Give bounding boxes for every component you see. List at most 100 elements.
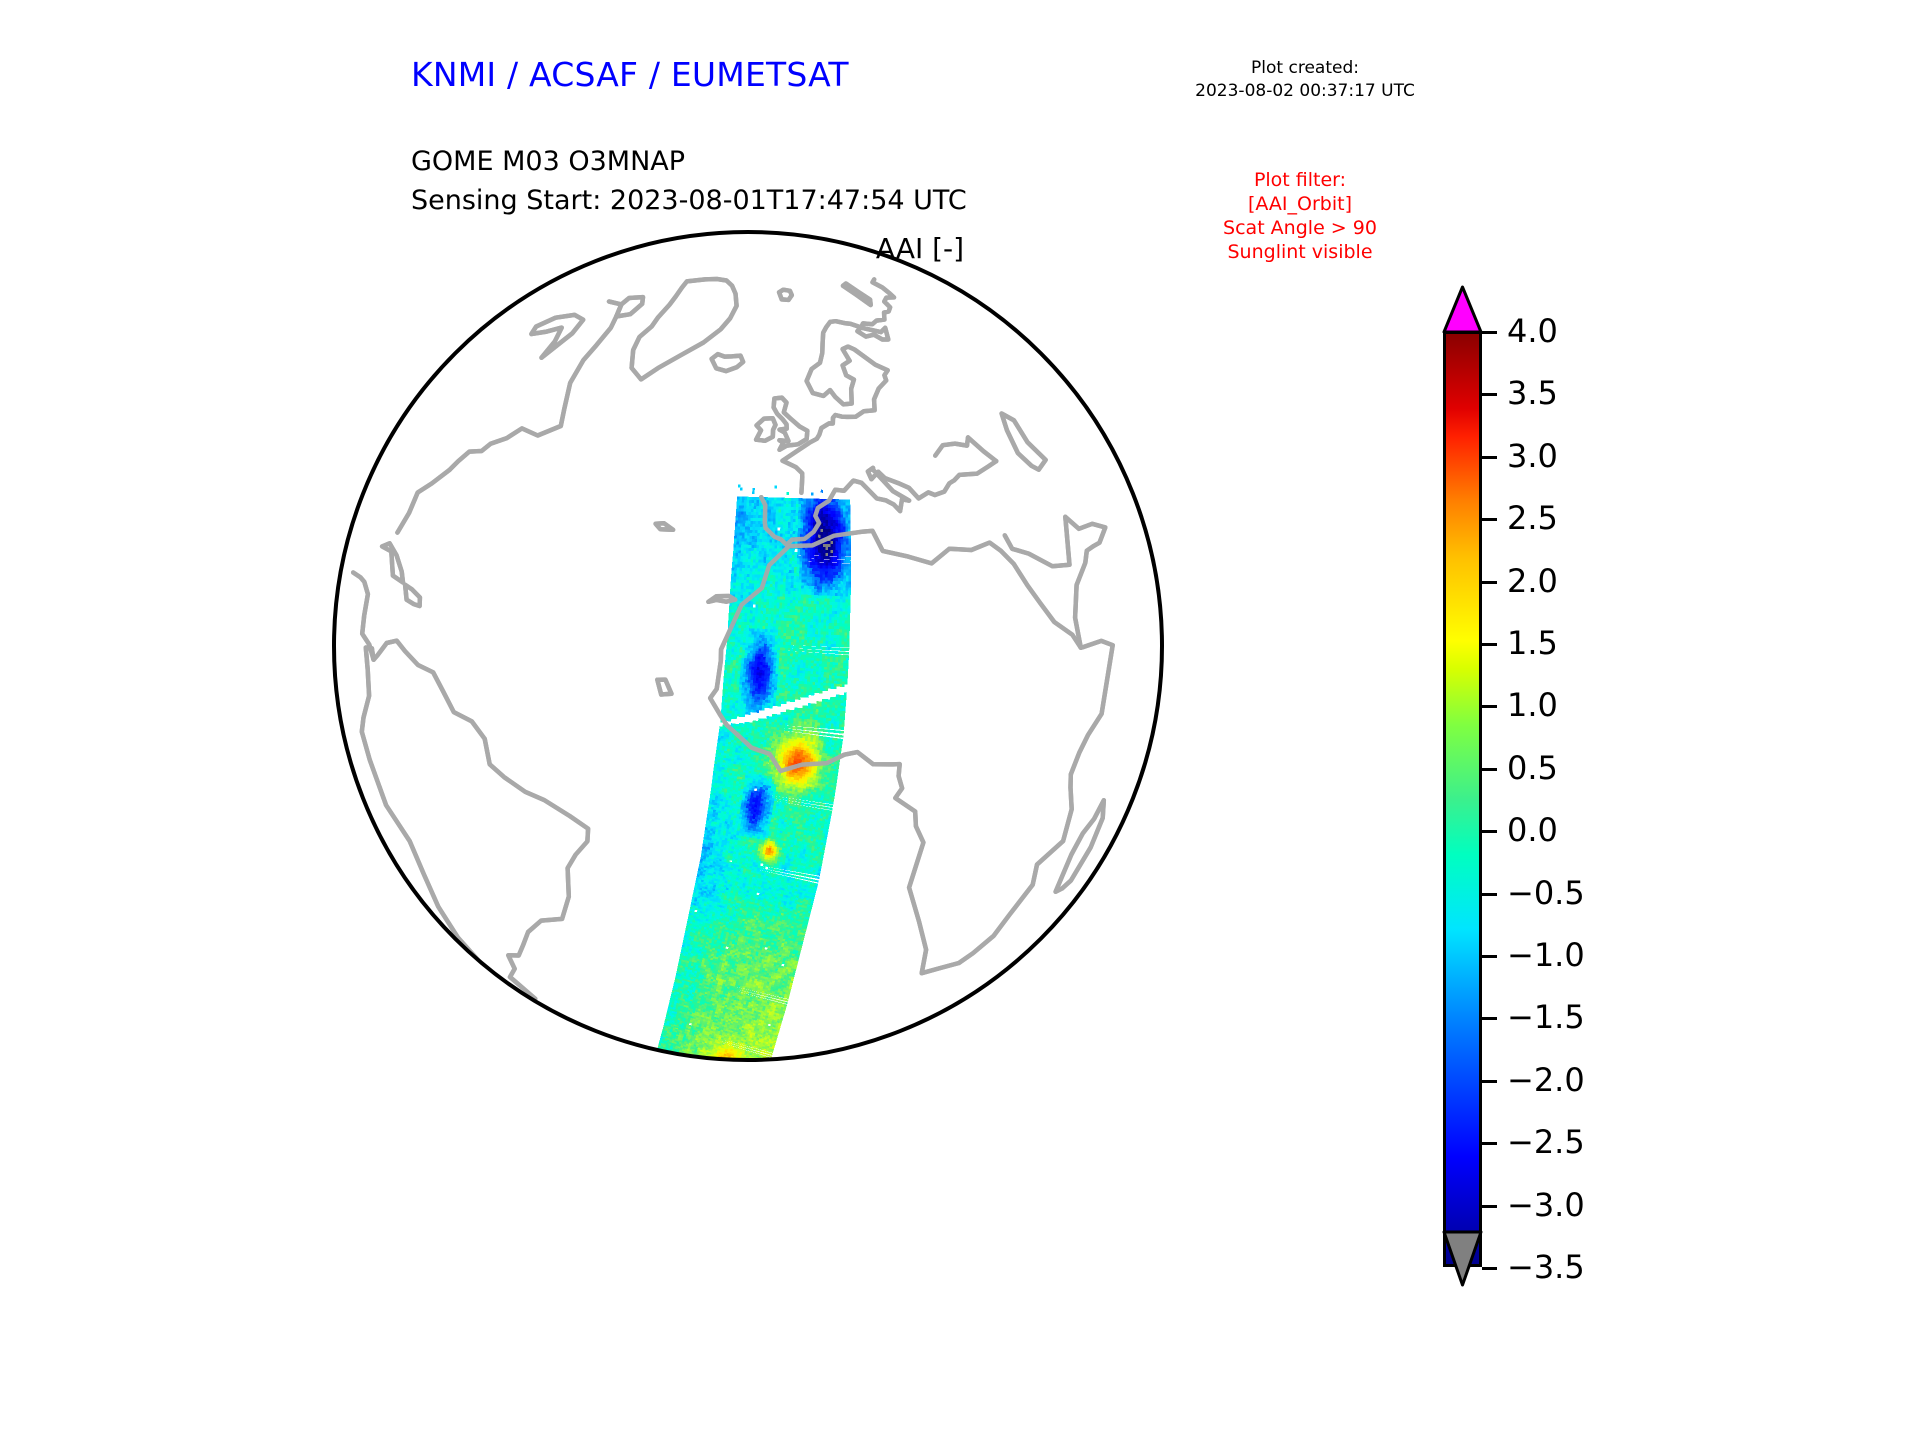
swath-pixel: [831, 631, 834, 635]
swath-pixel: [822, 562, 826, 566]
swath-pixel: [813, 498, 816, 502]
swath-pixel: [789, 664, 793, 668]
swath-pixel: [769, 590, 773, 594]
swath-pixel: [837, 670, 841, 674]
swath-pixel: [758, 720, 761, 724]
swath-pixel: [730, 579, 734, 583]
swath-pixel: [748, 592, 752, 596]
swath-pixel: [817, 552, 821, 556]
swath-pixel: [778, 515, 781, 519]
swath-pixel: [808, 606, 811, 610]
swath-pixel: [786, 733, 790, 737]
swath-pixel: [820, 625, 824, 629]
swath-pixel: [835, 659, 839, 663]
swath-pixel: [788, 509, 791, 513]
swath-pixel: [830, 508, 833, 512]
swath-pixel: [810, 663, 814, 666]
swath-pixel: [787, 596, 791, 600]
swath-pixel: [804, 676, 808, 679]
swath-pixel: [779, 557, 782, 561]
swath-pixel: [788, 512, 791, 516]
swath-pixel: [819, 658, 823, 662]
swath-pixel: [785, 578, 789, 582]
swath-pixel: [798, 721, 802, 725]
swath-pixel: [785, 714, 789, 718]
swath-pixel: [805, 665, 809, 669]
swath-pixel: [812, 643, 815, 647]
swath-pixel: [840, 702, 844, 706]
swath-pixel: [790, 741, 794, 744]
swath-pixel: [737, 711, 740, 715]
swath-pixel: [769, 551, 772, 555]
swath-pixel: [755, 653, 759, 657]
swath-pixel: [789, 750, 793, 754]
swath-pixel: [779, 722, 783, 726]
swath-pixel: [823, 522, 826, 526]
swath-pixel: [839, 620, 843, 624]
swath-pixel: [825, 552, 828, 556]
product-name: GOME M03 O3MNAP: [411, 146, 686, 177]
swath-pixel: [740, 639, 744, 643]
swath-pixel: [842, 716, 845, 720]
swath-pixel: [814, 749, 817, 752]
swath-pixel: [798, 645, 802, 649]
swath-pixel: [819, 661, 822, 664]
swath-pixel: [835, 651, 839, 654]
swath-pixel: [829, 777, 832, 781]
swath-pixel: [787, 599, 791, 603]
swath-pixel: [772, 776, 775, 780]
swath-pixel: [780, 587, 783, 591]
swath-pixel: [737, 703, 741, 707]
swath-pixel: [801, 642, 805, 646]
swath-pixel: [828, 685, 832, 689]
swath-pixel: [788, 581, 791, 585]
swath-pixel: [745, 592, 749, 596]
swath-pixel: [743, 693, 747, 696]
swath-pixel: [804, 573, 807, 577]
swath-pixel: [761, 705, 765, 708]
swath-pixel: [754, 625, 758, 629]
swath-pixel: [763, 681, 767, 684]
swath-pixel: [763, 758, 767, 762]
swath-pixel: [827, 807, 831, 810]
swath-pixel: [830, 556, 834, 560]
swath-pixel: [771, 608, 774, 612]
swath-pixel: [815, 706, 819, 710]
swath-pixel: [830, 583, 833, 587]
swath-pixel: [773, 623, 776, 627]
swath-pixel: [732, 787, 736, 791]
swath-pixel: [812, 796, 816, 800]
swath-pixel: [801, 570, 805, 574]
swath-pixel: [831, 715, 835, 719]
swath-pixel: [804, 684, 807, 687]
swath-pixel: [770, 569, 774, 573]
swath-pixel: [825, 767, 828, 771]
swath-pixel: [795, 787, 798, 790]
swath-pixel: [743, 786, 747, 790]
swath-pixel: [833, 726, 837, 730]
swath-pixel: [731, 606, 735, 610]
swath-pixel: [775, 635, 778, 639]
swath-pixel: [773, 512, 776, 516]
swath-pixel: [826, 755, 830, 759]
swath-pixel: [772, 795, 775, 799]
swath-pixel: [725, 656, 729, 660]
swath-pixel: [830, 550, 834, 554]
swath-pixel: [833, 550, 836, 554]
swath-pixel: [812, 719, 816, 723]
swath-pixel: [762, 667, 765, 671]
swath-pixel: [805, 519, 809, 523]
swath-pixel: [797, 558, 800, 562]
swath-pixel: [720, 757, 724, 760]
swath-pixel: [738, 505, 742, 509]
swath-pixel: [842, 705, 846, 709]
swath-pixel: [786, 661, 790, 665]
swath-pixel: [811, 576, 815, 580]
swath-pixel: [802, 790, 806, 794]
swath-pixel: [780, 521, 783, 525]
swath-pixel: [778, 751, 782, 754]
swath-pixel: [848, 584, 851, 588]
swath-pixel: [834, 738, 838, 741]
swath-pixel: [786, 731, 790, 734]
swath-pixel: [833, 632, 837, 636]
